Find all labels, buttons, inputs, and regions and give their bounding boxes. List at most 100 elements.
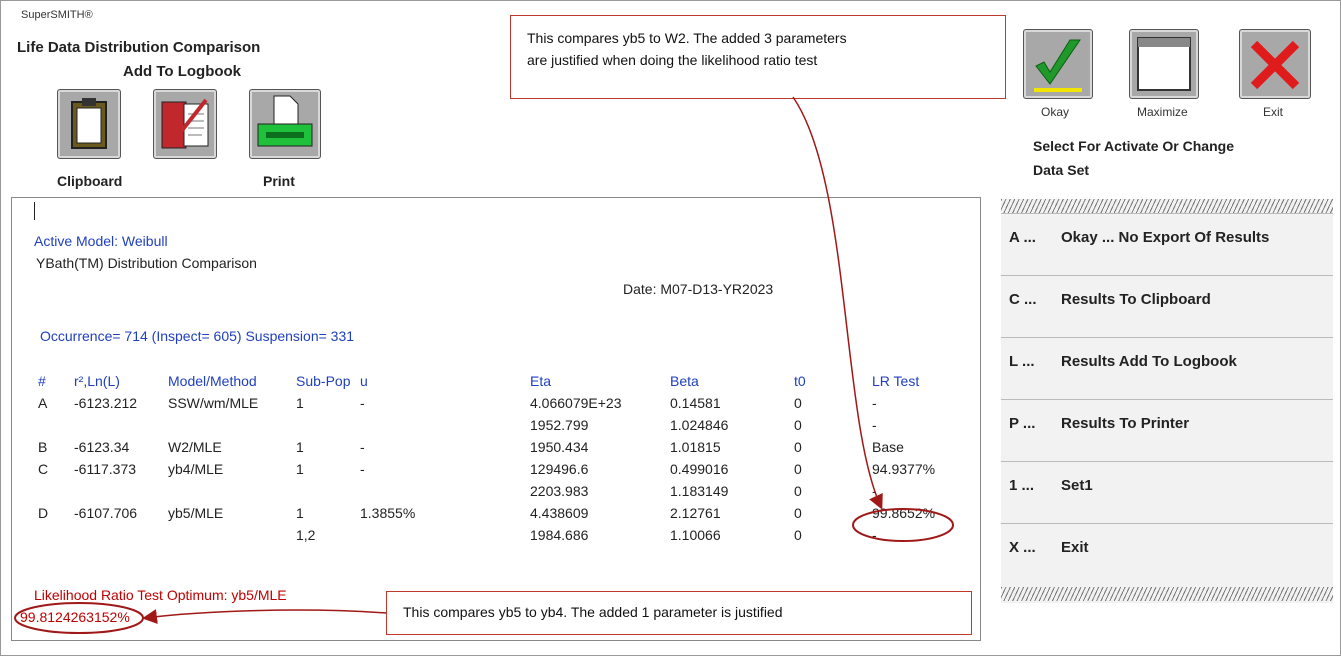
- table-cell: -: [872, 527, 877, 543]
- table-cell: -6117.373: [74, 461, 137, 477]
- menu-label: Results Add To Logbook: [1061, 353, 1237, 370]
- table-cell: B: [38, 439, 48, 455]
- clipboard-button[interactable]: [57, 89, 121, 159]
- button-label: Maximize: [1137, 105, 1188, 119]
- table-cell: A: [38, 395, 48, 411]
- table-cell: 4.438609: [530, 505, 589, 521]
- column-header: Beta: [670, 373, 699, 389]
- menu-label: Set1: [1061, 477, 1093, 494]
- table-cell: -6123.212: [74, 395, 138, 411]
- callout-line: are justified when doing the likelihood …: [527, 52, 818, 68]
- table-cell: 1: [296, 505, 304, 521]
- table-cell: D: [38, 505, 49, 521]
- table-cell: -6107.706: [74, 505, 138, 521]
- text-cursor: [34, 202, 35, 220]
- menu-label: Okay ... No Export Of Results: [1061, 229, 1270, 246]
- button-label: Exit: [1263, 105, 1284, 119]
- callout-line: This compares yb5 to yb4. The added 1 pa…: [403, 604, 783, 620]
- hatch: [1001, 199, 1333, 213]
- menu-key: P ...: [1009, 415, 1036, 432]
- table-cell: 1.183149: [670, 483, 729, 499]
- table-cell: 1: [296, 461, 304, 477]
- menu-item[interactable]: L ... Results Add To Logbook: [1001, 337, 1333, 398]
- menu-item[interactable]: A ... Okay ... No Export Of Results: [1001, 213, 1333, 274]
- toolbar-label: Clipboard: [57, 173, 123, 189]
- maximize-icon: [1137, 37, 1191, 91]
- print-button[interactable]: [249, 89, 321, 159]
- table-cell: 1: [296, 395, 304, 411]
- table-cell: SSW/wm/MLE: [168, 395, 259, 411]
- clipboard-icon: [71, 98, 107, 149]
- logbook-button[interactable]: [153, 89, 217, 159]
- menu-panel: A ... Okay ... No Export Of Results C ... R…: [1001, 199, 1333, 603]
- table-cell: 0: [794, 461, 802, 477]
- table-cell: 1.10066: [670, 527, 721, 543]
- print-icon: [257, 95, 313, 147]
- table-cell: -: [360, 395, 365, 411]
- table-cell: 1.024846: [670, 417, 729, 433]
- table-cell: 0: [794, 439, 802, 455]
- title: Life Data Distribution Comparison: [17, 39, 261, 56]
- okay-button[interactable]: [1023, 29, 1093, 99]
- toolbar-label: Print: [263, 173, 295, 189]
- table-cell: 1.3855%: [360, 505, 416, 521]
- exit-icon: [1250, 40, 1300, 90]
- table-cell: 99.8652%: [872, 505, 936, 521]
- optimum-value: 99.8124263152%: [20, 609, 130, 625]
- table-cell: -: [872, 417, 877, 433]
- menu-item[interactable]: 1 ... Set1: [1001, 461, 1333, 522]
- subtitle: Add To Logbook: [123, 63, 242, 80]
- check-icon: [1034, 39, 1082, 92]
- button-label: Okay: [1041, 105, 1070, 119]
- column-header: t0: [794, 373, 806, 389]
- report-heading: YBath(TM) Distribution Comparison: [36, 255, 257, 271]
- column-header: LR Test: [872, 373, 920, 389]
- column-header: #: [38, 373, 46, 389]
- table-cell: 1984.686: [530, 527, 589, 543]
- callout-bottom: This compares yb5 to yb4. The added 1 pa…: [386, 591, 972, 635]
- menu-item[interactable]: P ... Results To Printer: [1001, 399, 1333, 460]
- maximize-button[interactable]: [1129, 29, 1199, 99]
- table-cell: 0: [794, 417, 802, 433]
- column-header: Eta: [530, 373, 552, 389]
- table-cell: -: [872, 483, 877, 499]
- table-cell: 0.499016: [670, 461, 729, 477]
- table-cell: 2.12761: [670, 505, 721, 521]
- report-date: Date: M07-D13-YR2023: [623, 281, 774, 297]
- callout-top: This compares yb5 to W2. The added 3 par…: [510, 15, 1006, 99]
- active-model: Active Model: Weibull: [34, 233, 168, 249]
- optimum-label: Likelihood Ratio Test Optimum: yb5/MLE: [34, 587, 287, 603]
- table-cell: -: [360, 439, 365, 455]
- menu-item[interactable]: X ... Exit: [1001, 523, 1333, 584]
- table-cell: 0: [794, 483, 802, 499]
- table-cell: 0: [794, 505, 802, 521]
- menu-key: 1 ...: [1009, 477, 1035, 494]
- menu-label: Exit: [1061, 539, 1089, 556]
- menu-key: X ...: [1009, 539, 1036, 556]
- table-cell: 1.01815: [670, 439, 721, 455]
- exit-button[interactable]: [1239, 29, 1311, 99]
- table-cell: 2203.983: [530, 483, 589, 499]
- table-cell: 0: [794, 527, 802, 543]
- table-cell: 0: [794, 395, 802, 411]
- table-cell: yb4/MLE: [168, 461, 224, 477]
- counts: Occurrence= 714 (Inspect= 605) Suspensio…: [40, 328, 355, 344]
- menu-label: Results To Clipboard: [1061, 291, 1211, 308]
- table-cell: yb5/MLE: [168, 505, 224, 521]
- app-name: SuperSMITH®: [21, 9, 93, 21]
- table-cell: 1950.434: [530, 439, 589, 455]
- report-panel: Active Model: Weibull YBath(TM) Distribu…: [11, 197, 981, 641]
- table-cell: 1: [296, 439, 304, 455]
- menu-key: A ...: [1009, 229, 1036, 246]
- column-header: Model/Method: [168, 373, 257, 389]
- table-cell: -6123.34: [74, 439, 130, 455]
- select-prompt: Data Set: [1033, 162, 1090, 178]
- column-header: Sub-Pop: [296, 373, 351, 389]
- table-cell: 4.066079E+23: [530, 395, 622, 411]
- callout-line: This compares yb5 to W2. The added 3 par…: [527, 30, 847, 46]
- table-cell: 1952.799: [530, 417, 589, 433]
- table-cell: -: [872, 395, 877, 411]
- menu-item[interactable]: C ... Results To Clipboard: [1001, 275, 1333, 336]
- hatch: [1001, 587, 1333, 601]
- menu-key: L ...: [1009, 353, 1035, 370]
